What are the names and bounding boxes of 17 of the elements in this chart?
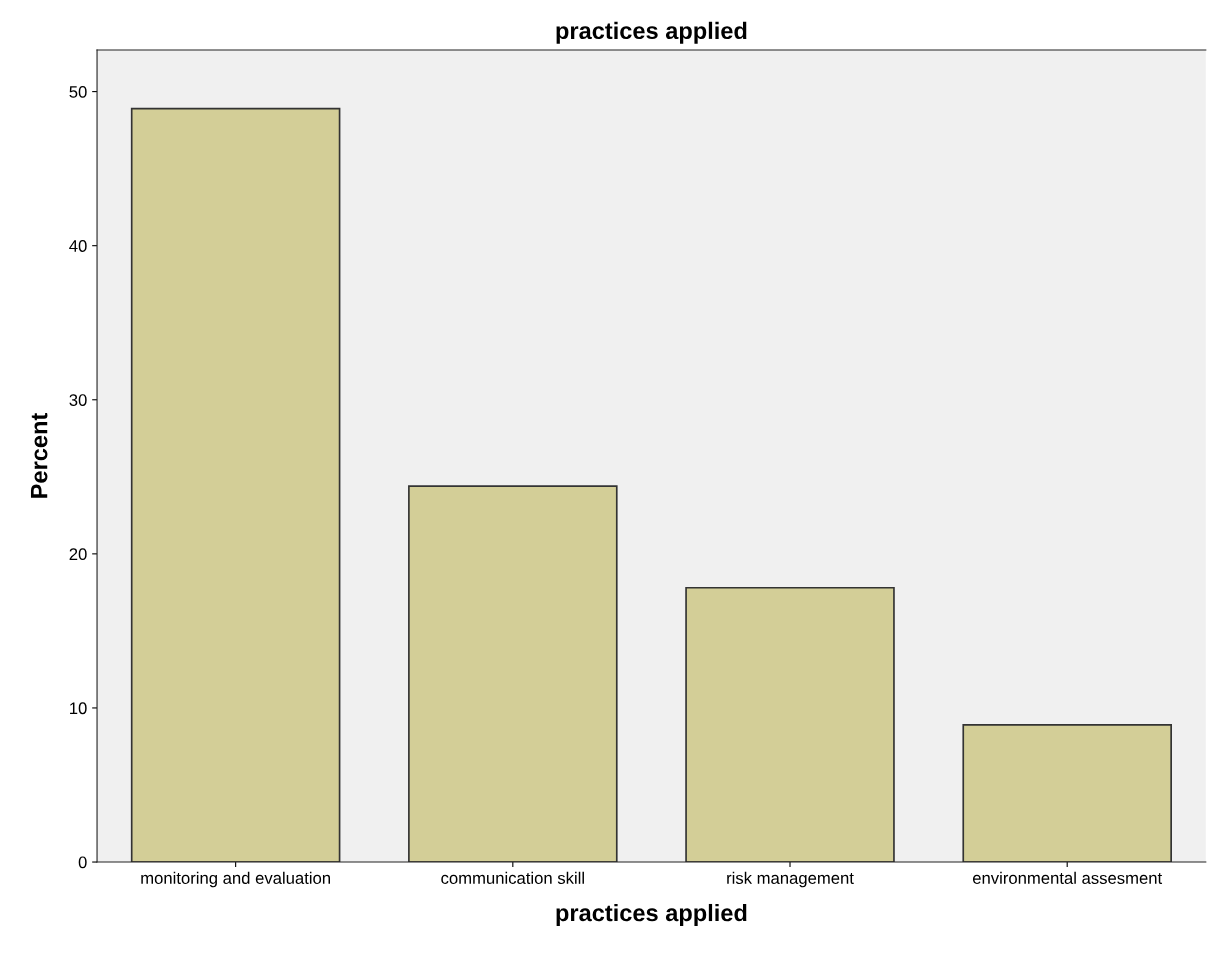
y-tick-label: 20 (69, 548, 87, 561)
y-axis-title: Percent (30, 412, 48, 498)
bar (685, 586, 895, 863)
chart-title: practices applied (556, 21, 747, 44)
bar (408, 485, 618, 863)
x-tick-label: communication skill (441, 871, 584, 884)
y-tick-label: 40 (69, 240, 87, 252)
x-tick-label: environmental assesment (972, 871, 1163, 884)
y-tick-label: 0 (78, 856, 87, 869)
x-tick-label: monitoring and evaluation (141, 871, 330, 888)
y-tick-label: 10 (70, 702, 87, 715)
y-tick-label: 50 (69, 85, 87, 98)
x-axis-title: practices applied (556, 903, 747, 926)
x-tick-label: risk management (727, 871, 854, 888)
bar (962, 724, 1172, 863)
y-tick-label: 30 (69, 394, 87, 406)
bar (130, 107, 341, 863)
